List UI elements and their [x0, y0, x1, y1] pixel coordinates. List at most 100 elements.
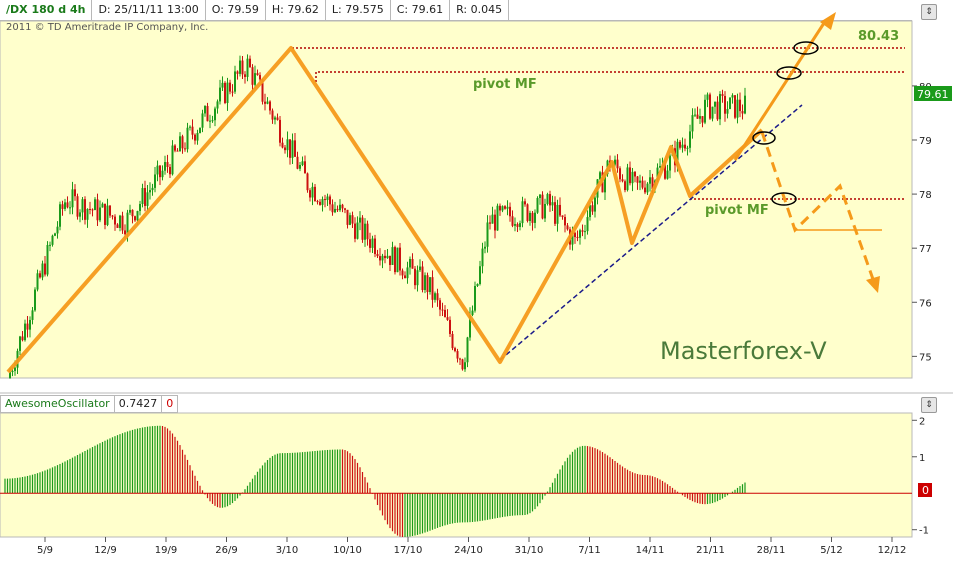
candle-body: [414, 268, 416, 286]
candle-body: [696, 114, 699, 119]
candle-body: [349, 215, 351, 225]
candle-body: [119, 215, 121, 228]
candle-body: [436, 293, 439, 301]
candle-body: [69, 207, 71, 209]
symbol-label[interactable]: /DX 180 d 4h: [0, 0, 93, 20]
candle-body: [289, 139, 291, 158]
oscillator-header: AwesomeOscillator 0.7427 0: [0, 395, 179, 413]
candle-body: [144, 188, 146, 206]
oscillator-name[interactable]: AwesomeOscillator: [0, 395, 115, 413]
time-tick-label: 5/12: [820, 545, 842, 556]
candle-body: [566, 225, 569, 230]
arrow-down-icon: [866, 276, 880, 293]
quote-header: /DX 180 d 4h D: 25/11/11 13:00 O: 79.59 …: [0, 0, 912, 21]
candle-body: [509, 206, 511, 217]
candle-body: [621, 179, 624, 182]
candle-body: [379, 256, 381, 261]
candle-body: [734, 95, 736, 118]
candle-body: [154, 174, 156, 188]
candle-body: [264, 101, 266, 104]
candle-body: [286, 139, 289, 151]
candle-body: [26, 323, 29, 330]
candle-body: [426, 275, 429, 293]
candle-body: [59, 204, 61, 227]
candle-body: [461, 359, 464, 370]
candle-body: [46, 244, 49, 275]
candle-body: [579, 230, 581, 238]
candle-body: [639, 180, 641, 183]
candle-body: [744, 95, 746, 114]
candle-body: [391, 247, 394, 265]
candle-body: [361, 217, 364, 240]
time-tick-label: 5/9: [37, 545, 53, 556]
candle-body: [196, 132, 199, 141]
candle-body: [581, 230, 584, 232]
candle-body: [74, 189, 76, 197]
candle-body: [441, 309, 444, 311]
candle-body: [564, 217, 566, 226]
candle-body: [476, 283, 479, 286]
candle-body: [501, 206, 504, 211]
candle-body: [39, 273, 41, 278]
candle-body: [584, 231, 586, 233]
candle-body: [191, 126, 194, 135]
range-label: R: 0.045: [450, 0, 510, 20]
marker-ellipse-2: [776, 66, 802, 80]
candle-body: [311, 186, 314, 198]
candle-body: [526, 204, 529, 221]
candle-body: [304, 161, 306, 174]
candle-body: [306, 173, 309, 191]
expand-icon[interactable]: ⇕: [921, 4, 937, 20]
oscillator-bars: [4, 425, 746, 537]
copyright-text: 2011 © TD Ameritrade IP Company, Inc.: [6, 22, 209, 33]
candle-body: [409, 259, 411, 268]
time-tick-label: 26/9: [215, 545, 237, 556]
watermark: Masterforex-V: [660, 337, 827, 365]
candle-body: [401, 270, 404, 276]
trendline-dashed: [499, 104, 803, 361]
candle-body: [429, 277, 431, 293]
candle-body: [366, 223, 369, 240]
candle-body: [396, 247, 399, 273]
pivot-upper-label: pivot MF: [473, 77, 537, 92]
candle-body: [374, 238, 376, 255]
candle-body: [521, 201, 524, 224]
candle-body: [449, 319, 451, 334]
candle-body: [211, 120, 214, 122]
candle-body: [124, 230, 126, 235]
candle-body: [699, 116, 701, 119]
candle-body: [131, 209, 134, 217]
time-tick-label: 14/11: [636, 545, 665, 556]
candle-body: [106, 205, 109, 225]
candle-body: [71, 189, 74, 208]
candle-body: [231, 91, 234, 93]
candle-body: [489, 222, 491, 224]
candle-body: [156, 165, 159, 175]
candle-body: [209, 120, 211, 122]
candle-body: [36, 273, 39, 290]
candle-body: [216, 101, 219, 109]
candle-body: [51, 235, 54, 245]
candle-body: [84, 199, 86, 220]
candle-body: [206, 106, 209, 122]
time-tick-label: 21/11: [696, 545, 725, 556]
candle-body: [139, 203, 141, 212]
candle-body: [656, 167, 659, 181]
candle-body: [161, 170, 164, 178]
candle-body: [249, 58, 251, 68]
time-tick-label: 12/9: [94, 545, 116, 556]
wave-main: [6, 46, 764, 374]
time-tick-label: 28/11: [757, 545, 786, 556]
candle-body: [634, 171, 636, 177]
candle-body: [246, 58, 249, 77]
candle-body: [149, 190, 151, 193]
candle-body: [624, 181, 626, 191]
expand-lower-icon[interactable]: ⇕: [921, 397, 937, 413]
candle-body: [651, 177, 654, 190]
candle-body: [444, 309, 446, 318]
candle-body: [296, 156, 299, 169]
candle-body: [484, 246, 486, 249]
zero-badge: [918, 483, 932, 497]
candle-body: [719, 94, 721, 120]
candle-body: [736, 99, 739, 118]
